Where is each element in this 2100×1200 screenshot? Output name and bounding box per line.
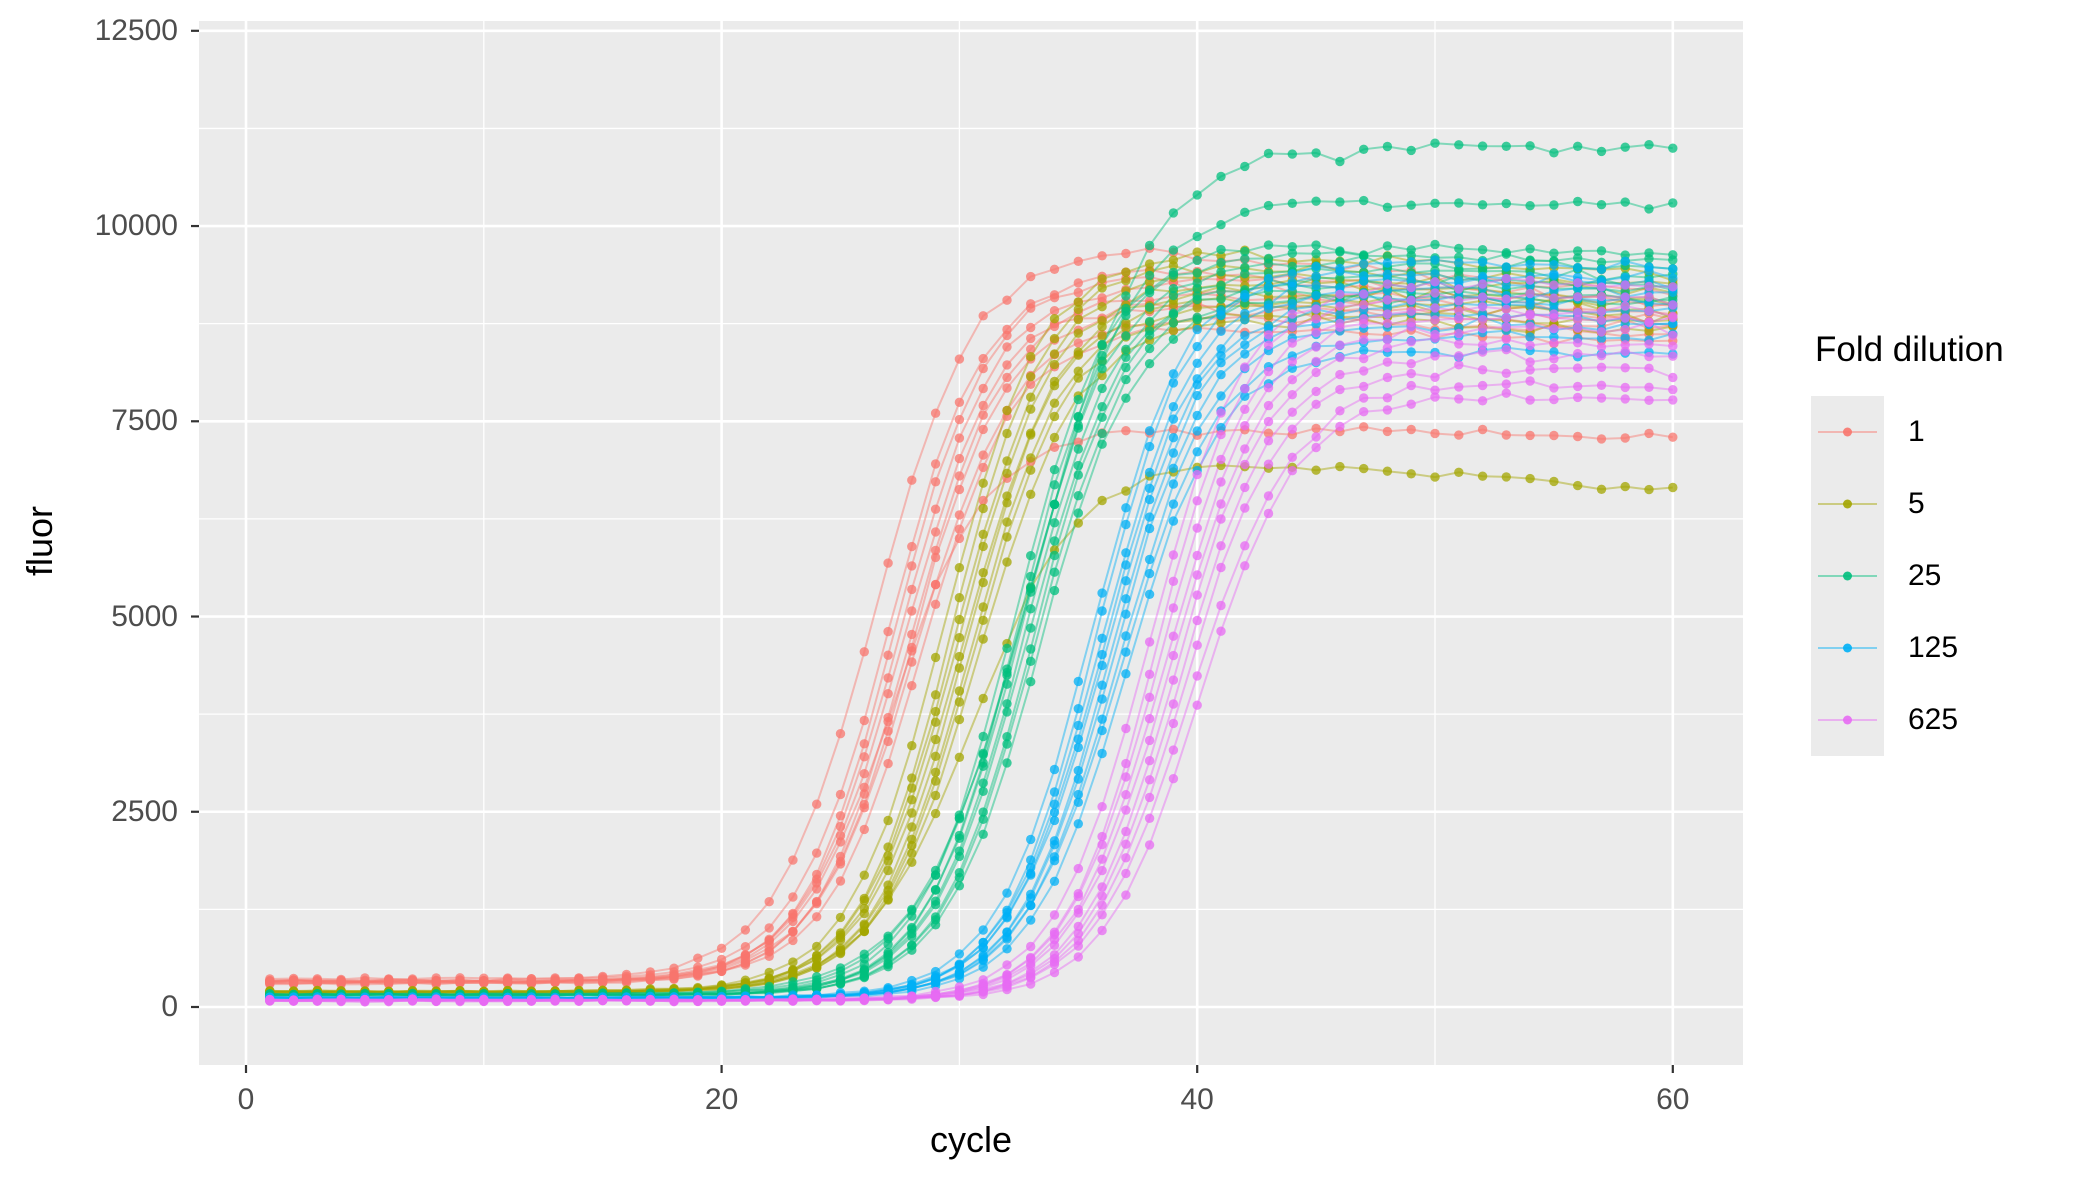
y-tick-label: 7500 bbox=[111, 404, 178, 438]
legend-key-glyph bbox=[1818, 499, 1877, 509]
legend-key-swatch bbox=[1811, 396, 1884, 468]
legend-key-glyph bbox=[1818, 643, 1877, 653]
legend-key-glyph bbox=[1818, 715, 1877, 725]
y-tick-label: 0 bbox=[161, 990, 178, 1023]
x-tick-label: 60 bbox=[1656, 1083, 1690, 1116]
legend-entry: 1 bbox=[1811, 396, 2004, 468]
legend: Fold dilution 1 5 25 125 625 bbox=[1811, 330, 2004, 756]
axis-ticks bbox=[191, 29, 1674, 1073]
legend-key-swatch bbox=[1811, 540, 1884, 612]
legend-entry-label: 5 bbox=[1908, 487, 1925, 520]
x-tick-label: 0 bbox=[237, 1083, 255, 1116]
legend-entry: 625 bbox=[1811, 684, 2004, 756]
y-tick-label: 10000 bbox=[94, 209, 178, 243]
major-gridlines bbox=[199, 21, 1743, 1065]
legend-key-glyph bbox=[1818, 571, 1877, 581]
legend-entry-label: 625 bbox=[1908, 703, 1959, 736]
y-tick-label: 5000 bbox=[111, 599, 178, 633]
legend-entry: 125 bbox=[1811, 612, 2004, 684]
legend-entry: 5 bbox=[1811, 468, 2004, 540]
amplification-curves-points bbox=[265, 138, 1678, 1007]
panel-background bbox=[199, 21, 1743, 1065]
x-axis-title: cycle bbox=[929, 1119, 1013, 1160]
y-tick-label: 2500 bbox=[111, 794, 178, 828]
x-tick-label: 20 bbox=[704, 1083, 739, 1116]
legend-title: Fold dilution bbox=[1815, 330, 2004, 369]
legend-key-swatch bbox=[1811, 468, 1884, 540]
x-tick-label: 40 bbox=[1180, 1083, 1214, 1116]
minor-gridlines bbox=[199, 21, 1743, 1065]
legend-key-glyph bbox=[1818, 427, 1877, 437]
legend-entry-label: 25 bbox=[1908, 559, 1942, 592]
y-tick-label: 12500 bbox=[94, 13, 178, 47]
legend-key-swatch bbox=[1811, 612, 1884, 684]
legend-entry-label: 125 bbox=[1908, 631, 1959, 664]
legend-entry: 25 bbox=[1811, 540, 2004, 612]
legend-key-swatch bbox=[1811, 684, 1884, 756]
legend-entry-label: 1 bbox=[1908, 415, 1925, 448]
